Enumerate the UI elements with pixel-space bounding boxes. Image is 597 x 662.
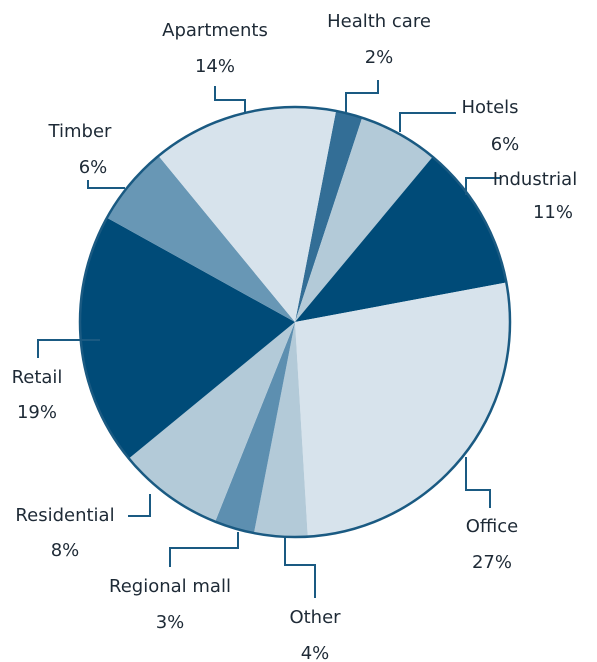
- slice-value-label: 4%: [301, 643, 330, 662]
- pie-slice: [295, 117, 433, 322]
- slice-label: Timber: [48, 121, 112, 142]
- slice-value-label: 19%: [17, 402, 57, 423]
- pie-slice: [79, 217, 295, 459]
- leader-line: [284, 536, 316, 598]
- leader-line: [87, 180, 125, 189]
- slice-value-label: 8%: [51, 540, 80, 561]
- slice-label: Industrial: [493, 169, 577, 190]
- leader-line: [128, 494, 151, 517]
- pie-slice: [253, 322, 308, 537]
- slice-value-label: 3%: [156, 612, 185, 633]
- slice-value-label: 27%: [472, 552, 512, 573]
- leader-line: [37, 339, 100, 358]
- slice-value-label: 2%: [365, 47, 394, 68]
- pie-slice: [295, 282, 510, 537]
- pie-slice: [106, 155, 296, 322]
- slice-value-label: 11%: [533, 202, 573, 223]
- leader-line: [214, 86, 246, 112]
- leader-line: [169, 532, 239, 567]
- slice-label: Regional mall: [109, 576, 231, 597]
- leader-line: [465, 177, 500, 195]
- slice-label: Residential: [15, 505, 114, 526]
- slice-label: Office: [466, 516, 519, 537]
- pie-slice: [215, 322, 295, 534]
- pie-outline: [78, 105, 512, 539]
- slice-value-label: 6%: [491, 134, 520, 155]
- leader-line: [399, 112, 456, 132]
- slice-label: Retail: [12, 367, 63, 388]
- slice-value-label: 6%: [79, 157, 108, 178]
- pie-slice: [295, 110, 363, 322]
- slice-label: Hotels: [461, 97, 518, 118]
- pie-slice: [295, 156, 507, 322]
- leader-line: [465, 457, 491, 508]
- pie-slice: [128, 322, 295, 522]
- slice-label: Apartments: [162, 20, 268, 41]
- slice-label: Other: [289, 607, 341, 628]
- leader-line: [345, 80, 379, 112]
- slice-value-label: 14%: [195, 56, 235, 77]
- pie-slice: [158, 107, 337, 322]
- slice-label: Health care: [327, 11, 431, 32]
